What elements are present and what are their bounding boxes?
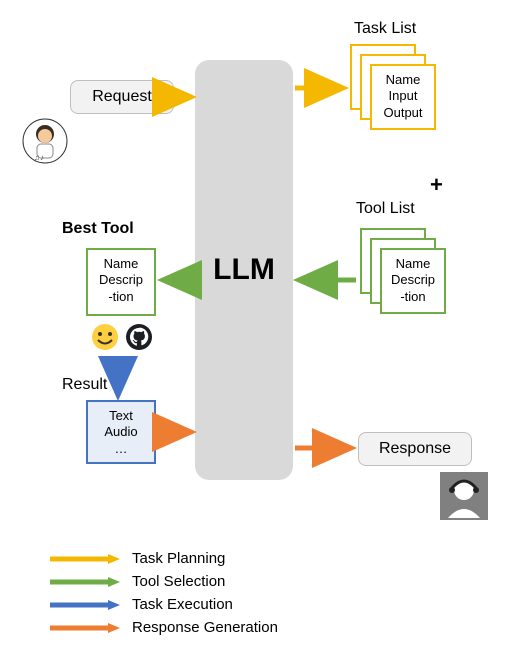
legend-label: Tool Selection <box>132 573 225 590</box>
tool-list-stack: Name Descrip -tion <box>360 228 460 328</box>
tool-list-title: Tool List <box>356 200 415 218</box>
legend-arrow-icon <box>50 621 120 635</box>
llm-box: LLM <box>195 60 293 480</box>
legend-row: Task Planning <box>50 550 278 567</box>
best-tool-card: Name Descrip -tion <box>86 248 156 316</box>
svg-text:♫♪: ♫♪ <box>34 153 44 162</box>
diagram-canvas: LLM Request Response Task List Name Inpu… <box>0 0 520 664</box>
card-line: -tion <box>382 289 444 305</box>
legend-label: Response Generation <box>132 619 278 636</box>
legend-label: Task Planning <box>132 550 225 567</box>
legend-arrow-icon <box>50 552 120 566</box>
card-line: Text <box>88 408 154 424</box>
card-line: Name <box>88 256 154 272</box>
card-line: Descrip <box>382 272 444 288</box>
legend-row: Tool Selection <box>50 573 278 590</box>
result-card: Text Audio … <box>86 400 156 464</box>
card-line: Output <box>372 105 434 121</box>
legend-arrow-icon <box>50 575 120 589</box>
plus-symbol: + <box>430 172 443 198</box>
legend-row: Response Generation <box>50 619 278 636</box>
card-line: -tion <box>88 289 154 305</box>
card-line: Descrip <box>88 272 154 288</box>
legend: Task Planning Tool Selection Task Execut… <box>50 550 278 642</box>
github-icon <box>124 322 154 352</box>
user-avatar-icon: ♫♪ <box>22 118 68 164</box>
tool-list-card: Name Descrip -tion <box>380 248 446 314</box>
legend-row: Task Execution <box>50 596 278 613</box>
response-bubble: Response <box>358 432 472 466</box>
card-line: Name <box>372 72 434 88</box>
legend-label: Task Execution <box>132 596 233 613</box>
task-list-card: Name Input Output <box>370 64 436 130</box>
result-title: Result <box>62 376 107 394</box>
card-line: Input <box>372 88 434 104</box>
agent-avatar-icon <box>438 470 490 522</box>
request-bubble: Request <box>70 80 174 114</box>
card-line: Name <box>382 256 444 272</box>
card-line: … <box>88 441 154 457</box>
llm-label: LLM <box>213 253 275 287</box>
task-list-title: Task List <box>354 20 416 38</box>
request-label: Request <box>92 88 152 106</box>
best-tool-title: Best Tool <box>62 220 134 238</box>
task-list-stack: Name Input Output <box>350 44 450 144</box>
card-line: Audio <box>88 424 154 440</box>
legend-arrow-icon <box>50 598 120 612</box>
response-label: Response <box>379 440 451 458</box>
huggingface-icon <box>90 322 120 352</box>
